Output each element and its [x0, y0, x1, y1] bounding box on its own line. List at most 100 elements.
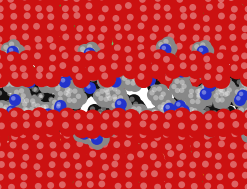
- Circle shape: [46, 72, 53, 79]
- Circle shape: [242, 109, 247, 127]
- Circle shape: [66, 75, 71, 80]
- Circle shape: [218, 140, 225, 147]
- Circle shape: [196, 150, 208, 163]
- Circle shape: [113, 186, 119, 189]
- Circle shape: [131, 169, 135, 174]
- Circle shape: [66, 26, 71, 32]
- Circle shape: [213, 95, 227, 109]
- Circle shape: [173, 169, 178, 174]
- Circle shape: [242, 150, 247, 162]
- Circle shape: [45, 117, 50, 123]
- Circle shape: [54, 102, 66, 114]
- Circle shape: [133, 13, 139, 19]
- Circle shape: [162, 180, 180, 189]
- Circle shape: [153, 0, 158, 4]
- Circle shape: [67, 68, 81, 82]
- Circle shape: [193, 24, 200, 30]
- Circle shape: [241, 84, 247, 98]
- Circle shape: [177, 59, 195, 77]
- Circle shape: [97, 75, 111, 89]
- Circle shape: [60, 80, 74, 94]
- Circle shape: [125, 182, 132, 188]
- Circle shape: [124, 150, 142, 169]
- Circle shape: [62, 13, 69, 20]
- Circle shape: [165, 108, 179, 122]
- Circle shape: [245, 112, 247, 119]
- Circle shape: [122, 76, 127, 81]
- Circle shape: [109, 76, 122, 88]
- Circle shape: [134, 41, 152, 59]
- Circle shape: [229, 83, 244, 97]
- Circle shape: [20, 98, 25, 103]
- Circle shape: [245, 78, 247, 83]
- Circle shape: [70, 127, 88, 145]
- Circle shape: [175, 20, 193, 38]
- Circle shape: [4, 128, 18, 142]
- Circle shape: [9, 59, 22, 73]
- Circle shape: [12, 152, 16, 156]
- Circle shape: [32, 108, 38, 114]
- Circle shape: [216, 132, 222, 137]
- Circle shape: [165, 30, 183, 48]
- Circle shape: [66, 175, 72, 180]
- Circle shape: [111, 63, 118, 70]
- Circle shape: [106, 153, 111, 157]
- Circle shape: [164, 110, 169, 115]
- Circle shape: [11, 187, 16, 189]
- Circle shape: [113, 154, 120, 160]
- Circle shape: [111, 78, 116, 82]
- Circle shape: [47, 159, 53, 164]
- Circle shape: [28, 83, 33, 89]
- Circle shape: [184, 106, 189, 111]
- Circle shape: [5, 170, 23, 187]
- Circle shape: [144, 118, 148, 122]
- Circle shape: [179, 81, 193, 95]
- Circle shape: [57, 0, 69, 11]
- Circle shape: [98, 120, 115, 138]
- Circle shape: [99, 89, 105, 94]
- Circle shape: [124, 108, 138, 122]
- Circle shape: [220, 181, 232, 189]
- Circle shape: [226, 71, 244, 90]
- Circle shape: [0, 158, 13, 176]
- Circle shape: [0, 2, 12, 20]
- Circle shape: [103, 88, 109, 93]
- Circle shape: [245, 184, 247, 189]
- Circle shape: [42, 112, 56, 126]
- Circle shape: [218, 0, 225, 3]
- Circle shape: [97, 86, 111, 100]
- Circle shape: [0, 171, 12, 189]
- Circle shape: [42, 108, 54, 120]
- Circle shape: [61, 72, 66, 77]
- Circle shape: [8, 105, 14, 110]
- Circle shape: [222, 168, 234, 180]
- Circle shape: [84, 71, 98, 85]
- Circle shape: [46, 70, 51, 76]
- Circle shape: [174, 137, 186, 149]
- Circle shape: [151, 114, 156, 119]
- Circle shape: [98, 109, 103, 114]
- Circle shape: [200, 42, 206, 48]
- Circle shape: [191, 47, 205, 61]
- Circle shape: [178, 133, 185, 140]
- Circle shape: [172, 62, 186, 76]
- Circle shape: [214, 181, 232, 189]
- Circle shape: [21, 61, 26, 67]
- Circle shape: [90, 86, 96, 91]
- Circle shape: [236, 96, 241, 101]
- Circle shape: [63, 24, 78, 38]
- Circle shape: [245, 108, 247, 113]
- Circle shape: [130, 3, 135, 8]
- Circle shape: [17, 62, 35, 80]
- Circle shape: [17, 64, 30, 78]
- Circle shape: [244, 67, 247, 79]
- Circle shape: [137, 117, 155, 136]
- Circle shape: [41, 112, 46, 117]
- Circle shape: [83, 0, 101, 9]
- Circle shape: [7, 90, 21, 104]
- Circle shape: [158, 105, 172, 119]
- Circle shape: [75, 88, 89, 102]
- Circle shape: [47, 38, 61, 52]
- Circle shape: [218, 100, 223, 106]
- Circle shape: [100, 153, 107, 160]
